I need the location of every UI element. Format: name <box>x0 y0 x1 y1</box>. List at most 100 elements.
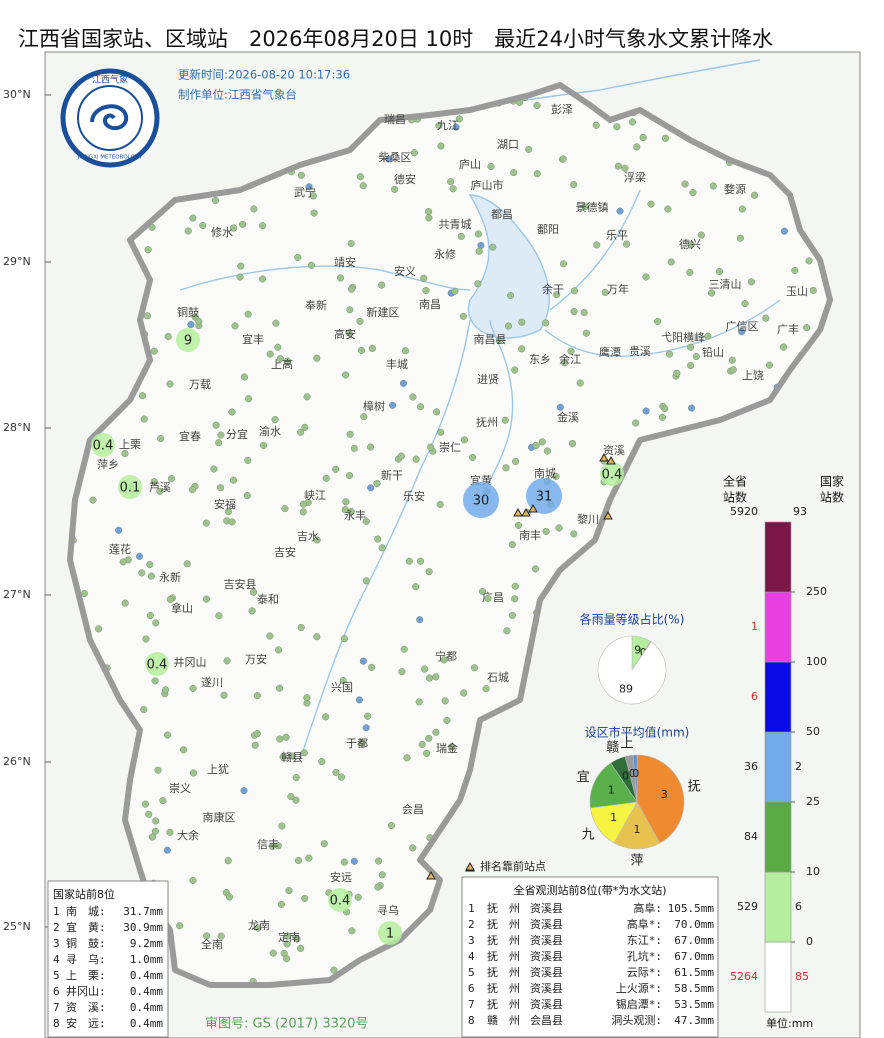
pie-name-label: 上 <box>621 736 634 751</box>
station-dot <box>151 677 159 685</box>
station-dot <box>184 227 192 235</box>
national-table-cell: 1 <box>53 905 60 918</box>
station-dot <box>164 332 172 341</box>
station-dot <box>211 196 220 204</box>
province-total: 5920 <box>730 505 758 518</box>
legend-swatch <box>764 661 792 733</box>
place-label: 广丰 <box>777 323 799 336</box>
national-table-cell: 9.2mm <box>130 937 163 950</box>
station-dot <box>433 408 441 416</box>
latitude-label: 29°N <box>3 255 31 268</box>
place-label: 余江 <box>559 352 581 366</box>
station-dot <box>738 328 746 336</box>
province-table-title: 全省观测站前8位(带*为水文站) <box>513 883 666 897</box>
station-value: 30 <box>473 494 490 509</box>
province-table-cell: 资溪县 <box>530 902 563 915</box>
station-dot <box>345 471 354 480</box>
province-header: 站数 <box>723 490 747 505</box>
place-label: 永修 <box>434 247 456 261</box>
station-dot <box>347 239 355 248</box>
province-table-cell: 高阜*: <box>627 917 662 931</box>
place-label: 柴桑区 <box>379 150 412 164</box>
station-dot <box>139 392 147 400</box>
place-label: 广昌 <box>482 591 504 604</box>
station-value: 1 <box>386 927 394 942</box>
station-dot <box>183 560 191 568</box>
station-dot <box>681 180 689 188</box>
place-label: 樟树 <box>363 399 385 413</box>
province-table-cell: 70.0mm <box>674 918 714 931</box>
station-value-circle <box>118 475 142 499</box>
station-dot <box>508 541 516 549</box>
station-dot <box>230 224 238 232</box>
station-dot <box>231 322 239 330</box>
station-value-circle <box>91 433 115 457</box>
station-dot <box>570 287 579 295</box>
place-label: 九江 <box>437 119 459 132</box>
station-dot <box>613 123 621 131</box>
station-dot <box>145 810 153 818</box>
pie-slice <box>632 754 638 803</box>
station-dot <box>418 740 426 749</box>
place-label: 瑞金 <box>436 741 458 755</box>
province-area <box>70 85 830 985</box>
latitude-label: 25°N <box>3 920 31 933</box>
legend-level: 250 <box>806 585 827 598</box>
station-value-circle <box>526 478 562 514</box>
station-dot <box>664 205 672 213</box>
station-dot <box>489 243 497 251</box>
station-dot <box>556 403 564 411</box>
station-dot <box>225 893 233 901</box>
pie-name-label: 赣 <box>606 741 619 756</box>
national-table-cell: 上 栗: <box>66 969 106 982</box>
national-table-cell: 7 <box>53 1001 60 1014</box>
station-dot <box>661 404 669 413</box>
station-dot <box>420 274 428 282</box>
station-dot <box>570 307 578 316</box>
station-dot <box>299 508 307 516</box>
national-table-cell: 寻 乌: <box>66 952 106 966</box>
station-dot <box>452 123 460 131</box>
legend-unit: 单位:mm <box>766 1016 813 1030</box>
place-label: 赣县 <box>281 750 303 764</box>
national-table-cell: 4 <box>53 953 60 966</box>
province-table-cell: 云际*: <box>627 966 662 979</box>
station-dot <box>533 170 541 178</box>
station-dot <box>378 544 386 552</box>
place-label: 永新 <box>159 570 181 584</box>
station-dot <box>364 712 372 720</box>
station-dot <box>297 623 305 632</box>
station-dot <box>803 324 811 332</box>
national-table-cell: 安 远: <box>66 1016 106 1030</box>
latitude-labels: 30°N 29°N 28°N 27°N 26°N 25°N <box>3 88 51 933</box>
place-label: 吉安县 <box>224 577 257 591</box>
national-table-cell: 6 <box>53 985 60 998</box>
station-dot <box>148 833 156 841</box>
station-dot <box>531 565 540 573</box>
legend-swatch <box>764 731 792 803</box>
province-table-cell: 抚 州 <box>487 901 520 915</box>
station-dot <box>313 536 321 544</box>
province-table-cell: 7 <box>468 998 475 1011</box>
station-dot <box>189 876 197 884</box>
station-dot <box>504 322 513 330</box>
station-dot <box>157 435 165 443</box>
station-dot <box>150 347 158 355</box>
station-dot <box>399 379 408 387</box>
station-dot <box>259 441 268 450</box>
legend-swatch <box>764 521 792 593</box>
station-dot <box>570 180 578 189</box>
station-dot <box>294 253 302 261</box>
station-dot <box>484 594 492 602</box>
station-dot <box>121 450 129 458</box>
place-label: 萍乡 <box>97 458 119 471</box>
station-dot <box>518 345 526 353</box>
station-dot <box>750 191 759 199</box>
place-label: 分宜 <box>226 427 248 441</box>
ranking-legend-label: 排名靠前站点 <box>480 859 546 873</box>
station-dot <box>115 526 123 534</box>
national-count: 85 <box>795 970 809 983</box>
station-dot <box>347 508 355 516</box>
place-label: 新干 <box>381 468 403 482</box>
